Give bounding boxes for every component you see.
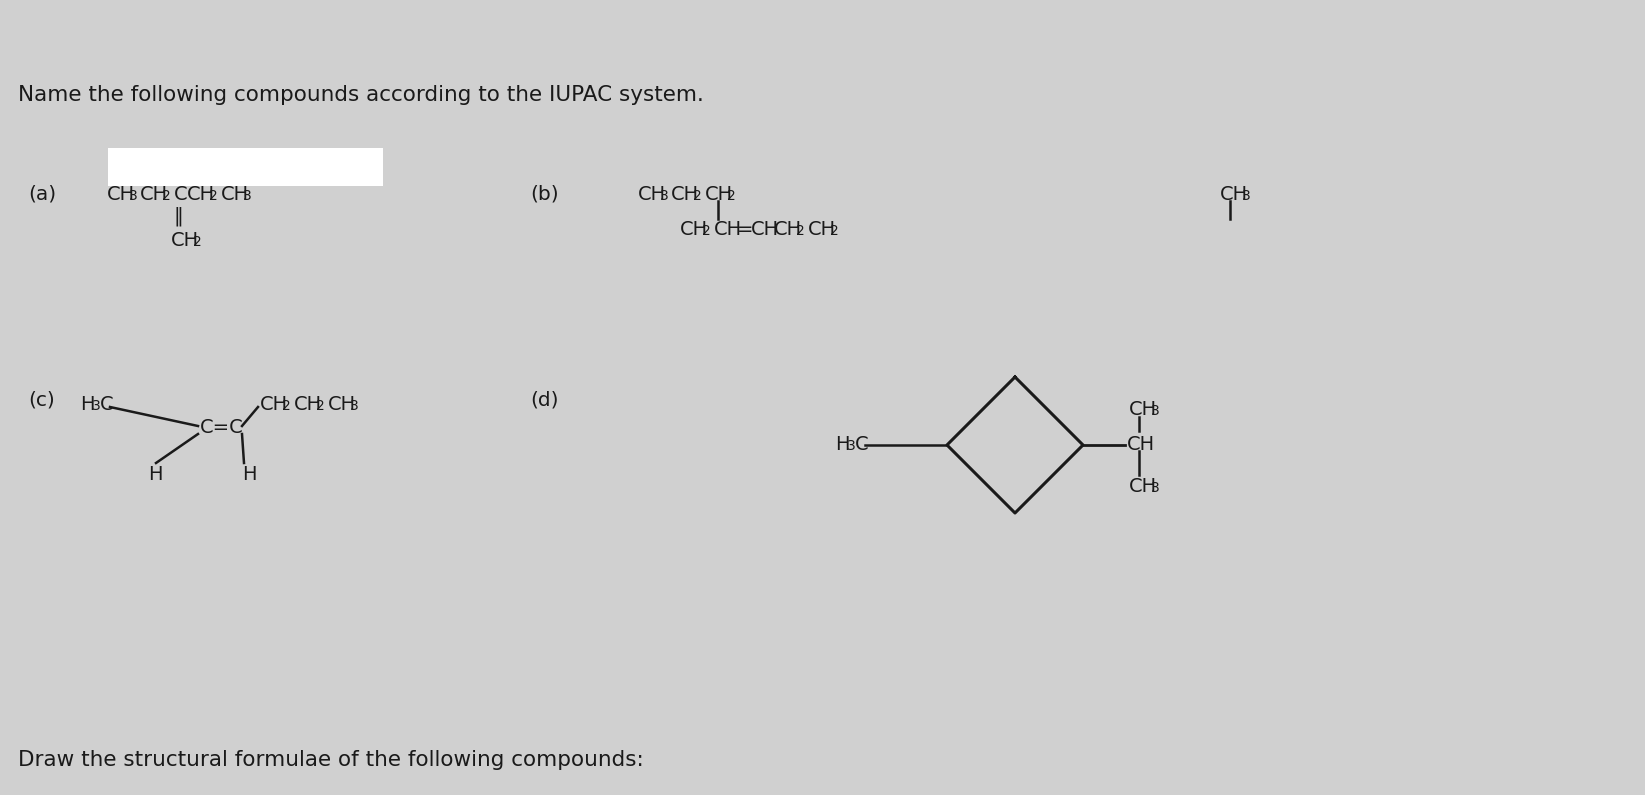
Text: CH: CH xyxy=(188,185,215,204)
Text: C: C xyxy=(174,185,188,204)
Text: 2: 2 xyxy=(316,399,324,413)
Text: H: H xyxy=(836,435,849,454)
Text: 3: 3 xyxy=(847,439,855,453)
Text: Draw the structural formulae of the following compounds:: Draw the structural formulae of the foll… xyxy=(18,750,643,770)
Text: 2: 2 xyxy=(209,189,217,203)
Text: =: = xyxy=(737,220,753,239)
Text: H: H xyxy=(148,465,163,484)
Text: CH: CH xyxy=(808,220,836,239)
Text: C: C xyxy=(855,435,869,454)
Text: 3: 3 xyxy=(128,189,138,203)
Text: (d): (d) xyxy=(530,390,559,409)
Text: CH: CH xyxy=(260,395,288,414)
Text: CH: CH xyxy=(638,185,666,204)
Text: H: H xyxy=(81,395,94,414)
Text: C=C: C=C xyxy=(201,418,243,437)
Text: C: C xyxy=(100,395,114,414)
Text: CH: CH xyxy=(706,185,734,204)
Text: 3: 3 xyxy=(243,189,252,203)
Text: 2: 2 xyxy=(702,224,711,238)
Text: CH: CH xyxy=(1221,185,1249,204)
Text: CH: CH xyxy=(671,185,699,204)
Text: CH: CH xyxy=(1127,435,1155,454)
Text: CH: CH xyxy=(171,231,199,250)
Text: H: H xyxy=(242,465,257,484)
Text: CH: CH xyxy=(714,220,742,239)
Text: 2: 2 xyxy=(693,189,702,203)
Text: 2: 2 xyxy=(727,189,735,203)
Text: CH: CH xyxy=(775,220,803,239)
Text: 2: 2 xyxy=(192,235,202,249)
Text: 3: 3 xyxy=(660,189,670,203)
Text: CH: CH xyxy=(752,220,780,239)
Text: 2: 2 xyxy=(281,399,291,413)
Text: 3: 3 xyxy=(350,399,359,413)
Text: ‖: ‖ xyxy=(174,207,184,227)
Text: 3: 3 xyxy=(1152,404,1160,418)
Text: CH: CH xyxy=(1128,477,1156,496)
Text: CH: CH xyxy=(327,395,355,414)
Bar xyxy=(109,148,383,186)
Text: 2: 2 xyxy=(831,224,839,238)
Text: (b): (b) xyxy=(530,185,559,204)
Text: 3: 3 xyxy=(1242,189,1250,203)
Text: 2: 2 xyxy=(161,189,171,203)
Text: CH: CH xyxy=(107,185,135,204)
Text: CH: CH xyxy=(140,185,168,204)
Text: CH: CH xyxy=(679,220,707,239)
Text: 3: 3 xyxy=(1152,481,1160,495)
Text: Name the following compounds according to the IUPAC system.: Name the following compounds according t… xyxy=(18,85,704,105)
Text: 2: 2 xyxy=(796,224,804,238)
Text: 3: 3 xyxy=(92,399,100,413)
Text: (a): (a) xyxy=(28,185,56,204)
Text: CH: CH xyxy=(220,185,248,204)
Text: CH: CH xyxy=(294,395,322,414)
Text: (c): (c) xyxy=(28,390,54,409)
Text: CH: CH xyxy=(1128,400,1156,419)
